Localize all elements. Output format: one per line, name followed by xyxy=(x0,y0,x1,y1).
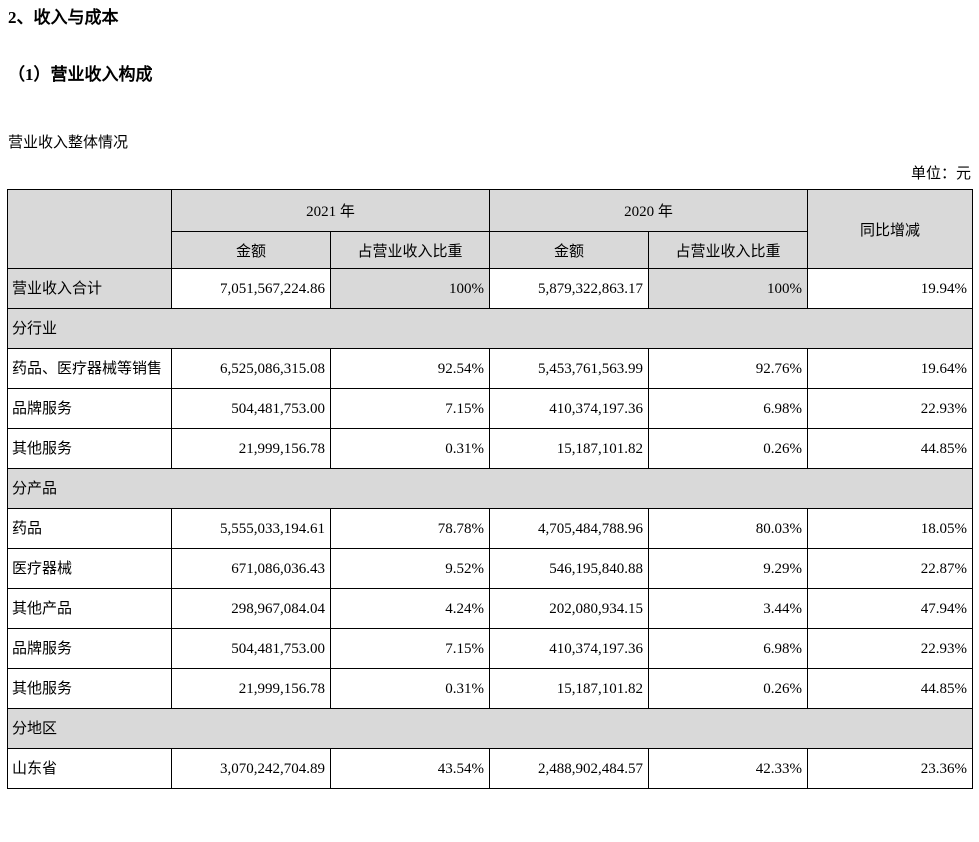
row-label: 山东省 xyxy=(7,748,172,789)
amount-2021-cell: 5,555,033,194.61 xyxy=(171,508,331,549)
row-label: 其他服务 xyxy=(7,668,172,709)
subsection-title: （1）营业收入构成 xyxy=(8,65,153,84)
amount-2020-cell: 5,879,322,863.17 xyxy=(489,268,650,309)
ratio-2021-cell: 100% xyxy=(329,268,491,309)
ratio-2020-cell: 92.76% xyxy=(648,348,809,389)
row-label: 品牌服务 xyxy=(7,388,172,429)
row-label: 其他服务 xyxy=(7,428,172,469)
ratio-2021-cell: 92.54% xyxy=(329,348,491,389)
ratio-2020-cell: 100% xyxy=(648,268,809,309)
amount-2021-cell: 3,070,242,704.89 xyxy=(171,748,331,789)
section-label: 分地区 xyxy=(6,708,974,749)
row-label: 医疗器械 xyxy=(7,548,172,589)
section-label: 分行业 xyxy=(6,308,974,349)
ratio-2021-cell: 78.78% xyxy=(329,508,491,549)
ratio-2020-cell: 0.26% xyxy=(648,668,809,709)
ratio-2021-cell: 7.15% xyxy=(329,628,491,669)
table-body: 营业收入合计 7,051,567,224.86 100% 5,879,322,863.… xyxy=(6,268,974,789)
amount-2020-cell: 4,705,484,788.96 xyxy=(489,508,650,549)
amount-2020-cell: 202,080,934.15 xyxy=(489,588,650,629)
ratio-2021-cell: 43.54% xyxy=(329,748,491,789)
amount-2020-cell: 546,195,840.88 xyxy=(489,548,650,589)
table-row: 其他服务 21,999,156.78 0.31% 15,187,101.82 0.26%… xyxy=(7,428,974,469)
amount-2021-cell: 671,086,036.43 xyxy=(171,548,331,589)
amount-2020-cell: 15,187,101.82 xyxy=(489,428,650,469)
ratio-2020-cell: 3.44% xyxy=(648,588,809,629)
table-row: 品牌服务 504,481,753.00 7.15% 410,374,197.36 6.9… xyxy=(7,388,974,429)
amount-2021-cell: 21,999,156.78 xyxy=(171,428,331,469)
row-label: 其他产品 xyxy=(7,588,172,629)
intro-text: 营业收入整体情况 xyxy=(8,135,129,151)
yoy-cell: 44.85% xyxy=(807,668,974,709)
unit-label: 单位：元 xyxy=(910,166,971,182)
ratio-2020-cell: 80.03% xyxy=(648,508,809,549)
yoy-cell: 22.87% xyxy=(807,548,974,589)
amount-2021-header: 金额 xyxy=(171,231,331,269)
amount-2020-cell: 15,187,101.82 xyxy=(489,668,650,709)
ratio-2020-cell: 6.98% xyxy=(648,388,809,429)
corner-cell xyxy=(7,189,172,269)
table-row: 药品 5,555,033,194.61 78.78% 4,705,484,788.96… xyxy=(7,508,974,549)
row-label: 品牌服务 xyxy=(7,628,172,669)
ratio-2020-header: 占营业收入比重 xyxy=(648,231,809,269)
year-2020-header: 2020 年 xyxy=(489,189,809,232)
amount-2021-cell: 298,967,084.04 xyxy=(171,588,331,629)
yoy-cell: 22.93% xyxy=(807,388,974,429)
amount-2020-cell: 2,488,902,484.57 xyxy=(489,748,650,789)
amount-2021-cell: 504,481,753.00 xyxy=(171,628,331,669)
table-row: 药品、医疗器械等销售 6,525,086,315.08 92.54% 5,453,76… xyxy=(7,348,974,389)
amount-2020-cell: 5,453,761,563.99 xyxy=(489,348,650,389)
amount-2021-cell: 504,481,753.00 xyxy=(171,388,331,429)
yoy-cell: 47.94% xyxy=(807,588,974,629)
row-label: 营业收入合计 xyxy=(7,268,172,309)
ratio-2020-cell: 42.33% xyxy=(648,748,809,789)
revenue-table: 2021 年 2020 年 同比增减 金额 占营业收入比重 金额 占营业收入比重… xyxy=(6,189,974,789)
table-row: 品牌服务 504,481,753.00 7.15% 410,374,197.36 6.9… xyxy=(7,628,974,669)
ratio-2021-cell: 0.31% xyxy=(329,428,491,469)
amount-2020-cell: 410,374,197.36 xyxy=(489,628,650,669)
amount-2020-header: 金额 xyxy=(489,231,650,269)
yoy-cell: 44.85% xyxy=(807,428,974,469)
section-label: 分产品 xyxy=(6,468,974,509)
ratio-2021-cell: 4.24% xyxy=(329,588,491,629)
amount-2020-cell: 410,374,197.36 xyxy=(489,388,650,429)
section-row: 分地区 xyxy=(6,708,974,749)
ratio-2020-cell: 6.98% xyxy=(648,628,809,669)
yoy-cell: 19.94% xyxy=(807,268,974,309)
section-title: 2、收入与成本 xyxy=(8,8,119,27)
table-row: 其他产品 298,967,084.04 4.24% 202,080,934.15 3.4… xyxy=(7,588,974,629)
table-row: 营业收入合计 7,051,567,224.86 100% 5,879,322,863.… xyxy=(7,268,974,309)
row-label: 药品 xyxy=(7,508,172,549)
ratio-2021-header: 占营业收入比重 xyxy=(329,231,491,269)
header-row-years: 2021 年 2020 年 同比增减 xyxy=(7,189,974,269)
section-row: 分产品 xyxy=(6,468,974,509)
ratio-2021-cell: 9.52% xyxy=(329,548,491,589)
yoy-header: 同比增减 xyxy=(807,189,974,269)
amount-2021-cell: 6,525,086,315.08 xyxy=(171,348,331,389)
section-row: 分行业 xyxy=(6,308,974,349)
ratio-2021-cell: 7.15% xyxy=(329,388,491,429)
ratio-2021-cell: 0.31% xyxy=(329,668,491,709)
yoy-cell: 19.64% xyxy=(807,348,974,389)
yoy-cell: 18.05% xyxy=(807,508,974,549)
yoy-cell: 22.93% xyxy=(807,628,974,669)
year-2021-header: 2021 年 xyxy=(170,189,491,232)
header-row-measures: 金额 占营业收入比重 金额 占营业收入比重 xyxy=(8,231,973,269)
table-row: 其他服务 21,999,156.78 0.31% 15,187,101.82 0.26%… xyxy=(7,668,974,709)
amount-2021-cell: 7,051,567,224.86 xyxy=(171,268,331,309)
amount-2021-cell: 21,999,156.78 xyxy=(171,668,331,709)
ratio-2020-cell: 0.26% xyxy=(648,428,809,469)
table-row: 山东省 3,070,242,704.89 43.54% 2,488,902,484.5… xyxy=(7,748,974,789)
ratio-2020-cell: 9.29% xyxy=(648,548,809,589)
yoy-cell: 23.36% xyxy=(807,748,974,789)
row-label: 药品、医疗器械等销售 xyxy=(7,348,172,389)
table-row: 医疗器械 671,086,036.43 9.52% 546,195,840.88 9.2… xyxy=(7,548,974,589)
